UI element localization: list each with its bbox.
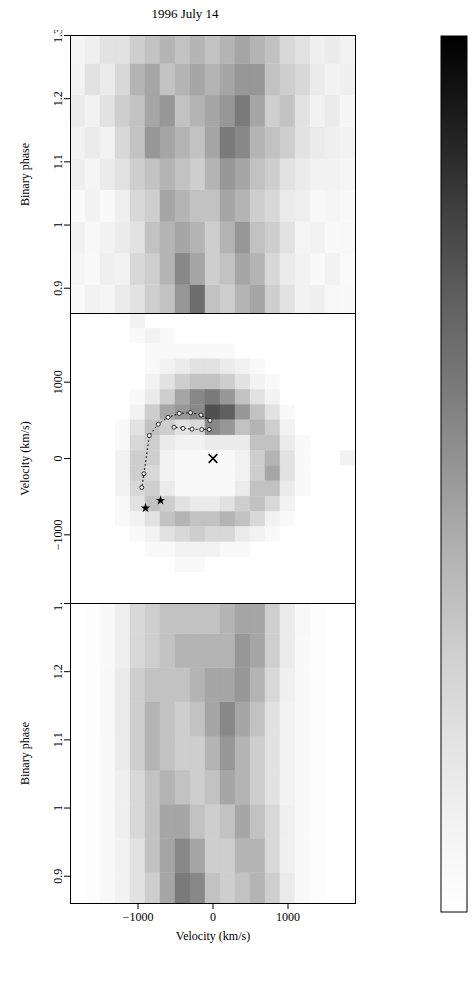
svg-text:Binary phase: Binary phase [18,722,32,785]
svg-text:1: 1 [51,805,65,811]
svg-text:−1000: −1000 [51,519,65,550]
svg-text:1.2: 1.2 [51,91,65,106]
svg-text:1.1: 1.1 [51,732,65,747]
svg-text:0: 0 [51,456,65,462]
svg-text:1.2: 1.2 [51,664,65,679]
svg-text:Binary phase: Binary phase [18,143,32,206]
svg-text:0: 0 [210,910,216,924]
svg-text:0.9: 0.9 [51,281,65,296]
svg-text:1000: 1000 [276,910,300,924]
svg-text:1.3: 1.3 [51,603,65,611]
svg-text:Velocity (km/s): Velocity (km/s) [176,929,250,943]
svg-text:1000: 1000 [51,370,65,394]
html-text:1996 July 14: 1996 July 14 [151,6,219,21]
svg-text:1: 1 [51,222,65,228]
svg-text:0.9: 0.9 [51,869,65,884]
svg-text:Velocity (km/s): Velocity (km/s) [18,421,32,495]
svg-text:1.1: 1.1 [51,154,65,169]
svg-text:−1000: −1000 [123,910,154,924]
svg-text:1.3: 1.3 [51,30,65,43]
